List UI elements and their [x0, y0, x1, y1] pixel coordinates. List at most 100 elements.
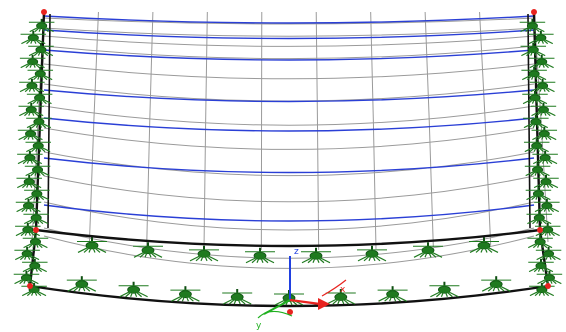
support-leg [31, 145, 39, 153]
support-leg [34, 265, 47, 273]
support-leg [67, 283, 83, 292]
support-symbol [521, 66, 547, 81]
support-symbol [529, 78, 556, 93]
support-leg [24, 109, 32, 117]
support-leg [22, 157, 31, 165]
support-leg [27, 229, 40, 237]
support-leg [534, 289, 543, 297]
support-leg [147, 249, 163, 258]
support-leg [534, 169, 539, 176]
support-symbol [429, 281, 460, 298]
support-leg [27, 265, 36, 273]
support-symbol [301, 247, 331, 264]
support-symbol [24, 162, 51, 177]
support-leg [537, 133, 545, 141]
support-leg [332, 296, 342, 305]
support-leg [185, 293, 200, 302]
support-symbol [28, 42, 54, 57]
node-point [545, 283, 551, 289]
support-leg [537, 157, 546, 165]
support-leg [133, 289, 148, 298]
support-leg [33, 289, 47, 297]
support-leg [256, 255, 261, 263]
support-leg [35, 217, 49, 225]
support-leg [181, 293, 186, 302]
support-symbol [77, 237, 107, 254]
support-leg [539, 241, 553, 249]
support-leg [28, 217, 37, 225]
support-leg [541, 289, 555, 297]
support-leg [30, 37, 34, 44]
support-symbol [15, 222, 41, 237]
support-symbol [20, 30, 47, 45]
support-symbol [325, 289, 356, 305]
support-leg [541, 133, 545, 140]
mesh-vertical-line [424, 11, 434, 248]
support-leg [19, 253, 28, 261]
support-symbol [189, 245, 219, 262]
support-leg [538, 61, 543, 68]
support-leg [22, 181, 30, 189]
x-axis-arrow [318, 298, 330, 310]
support-leg [424, 250, 429, 258]
support-leg [30, 109, 44, 117]
support-leg [533, 73, 547, 81]
support-leg [469, 244, 485, 254]
support-leg [340, 296, 356, 305]
support-symbol [66, 276, 97, 292]
support-leg [534, 61, 543, 69]
support-symbol [532, 150, 558, 165]
rotation-arc-y [257, 310, 293, 319]
mesh-horizontal-line [43, 127, 535, 150]
support-leg [73, 283, 83, 292]
support-leg [37, 169, 50, 177]
support-leg [389, 293, 394, 302]
support-symbol [531, 126, 558, 141]
support-leg [35, 121, 40, 128]
support-symbol [377, 286, 408, 302]
support-symbol [25, 138, 51, 153]
support-leg [19, 277, 27, 285]
support-leg [544, 229, 549, 236]
support-symbol [133, 242, 163, 258]
support-leg [259, 255, 275, 264]
support-leg [236, 296, 252, 305]
support-leg [487, 283, 497, 292]
support-leg [203, 253, 219, 262]
support-leg [475, 245, 485, 253]
support-leg [537, 265, 542, 272]
blue-curves-group [43, 15, 535, 222]
support-leg [28, 205, 41, 213]
support-leg [28, 109, 32, 116]
mesh-horizontal-line [43, 105, 535, 126]
support-symbol [520, 42, 547, 57]
support-leg [125, 289, 134, 298]
support-symbol [23, 210, 49, 225]
support-leg [32, 241, 37, 248]
support-symbol [526, 210, 553, 225]
support-leg [531, 73, 535, 80]
support-leg [189, 253, 205, 262]
support-symbol [525, 186, 552, 201]
axis-triad-group: x y z [256, 247, 347, 331]
support-symbol [533, 174, 559, 189]
support-leg [36, 193, 50, 201]
support-leg [40, 73, 53, 81]
node-point [537, 227, 543, 233]
support-leg [39, 97, 52, 105]
node-point [41, 9, 47, 15]
support-symbol [170, 286, 201, 302]
support-leg [548, 253, 561, 261]
support-leg [144, 250, 149, 258]
node-point [27, 283, 33, 289]
support-leg [546, 205, 560, 213]
support-leg [274, 297, 290, 306]
support-leg [25, 205, 30, 212]
support-leg [31, 265, 36, 272]
support-leg [41, 25, 54, 33]
support-leg [34, 25, 43, 33]
support-leg [483, 244, 499, 254]
support-leg [535, 85, 543, 93]
